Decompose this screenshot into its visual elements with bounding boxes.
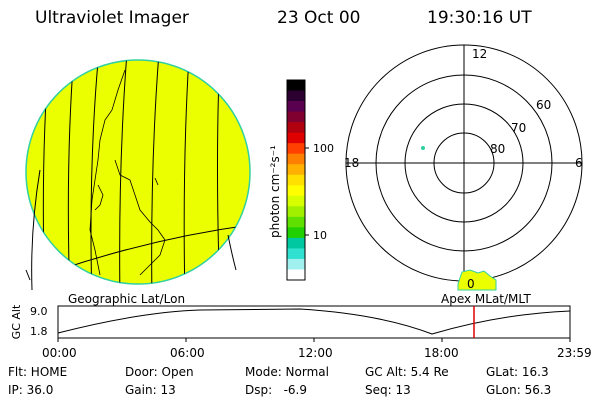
info-glon: GLon: 56.3 [486,383,552,397]
altitude-ylabel: GC Alt [10,304,23,340]
mlt-label-right: 6 [575,156,583,170]
colorbar-tick-10: 10 [313,229,327,242]
colorbar-swatch [287,206,305,218]
colorbar-swatch [287,122,305,134]
info-gain: Gain: 13 [125,383,176,397]
date-label: 23 Oct 00 [277,8,361,28]
altitude-xtick-1200: 12:00 [298,346,333,360]
altitude-xtick-0000: 00:00 [42,346,77,360]
colorbar-swatch [287,237,305,249]
auroral-patch [457,269,497,291]
altitude-curve [57,308,571,335]
altitude-xtick-0600: 06:00 [170,346,205,360]
altitude-ytick-low: 1.8 [30,325,48,338]
colorbar-swatch [287,216,305,228]
colorbar-swatch [287,143,305,155]
colorbar-swatch [287,111,305,123]
info-glat: GLat: 16.3 [486,365,549,379]
colorbar-blocks [287,80,305,281]
earth-disk [25,59,251,285]
colorbar-swatch [287,227,305,239]
colorbar-swatch [287,164,305,176]
lat-label-70: 70 [511,121,527,135]
colorbar-swatch [287,101,305,113]
lat-label-60: 60 [536,98,552,112]
colorbar-swatch [287,269,305,281]
colorbar-swatch [287,153,305,165]
altitude-xtick-1800: 18:00 [424,346,459,360]
info-ip: IP: 36.0 [8,383,54,397]
info-mode: Mode: Normal [245,365,329,379]
coastline [89,69,166,276]
geographic-label: Geographic Lat/Lon [68,292,186,306]
colorbar-swatch [287,174,305,186]
colorbar-swatch [287,90,305,102]
altitude-ytick-high: 9.0 [30,305,48,318]
info-door: Door: Open [125,365,194,379]
altitude-plot-frame [57,305,571,339]
colorbar-swatch [287,185,305,197]
info-dsp: Dsp: -6.9 [245,383,308,397]
instrument-title: Ultraviolet Imager [35,8,189,28]
info-seq: Seq: 13 [365,383,411,397]
apex-label: Apex MLat/MLT [441,292,531,306]
colorbar-swatch [287,195,305,207]
grid-extensions [25,169,237,291]
colorbar-swatch [287,258,305,270]
mlt-label-bottom: 0 [467,277,475,291]
altitude-xtick-2359: 23:59 [557,346,592,360]
colorbar-swatch [287,248,305,260]
lat-label-80: 80 [490,142,506,156]
info-flt: Flt: HOME [8,365,68,379]
colorbar-swatch [287,132,305,144]
mlt-label-left: 18 [344,156,360,170]
time-label: 19:30:16 UT [427,8,532,28]
colorbar-tick-100: 100 [313,142,334,155]
info-gc-alt: GC Alt: 5.4 Re [365,365,449,379]
mlt-label-top: 12 [472,47,488,61]
colorbar-swatch [287,80,305,92]
data-point [421,146,425,150]
